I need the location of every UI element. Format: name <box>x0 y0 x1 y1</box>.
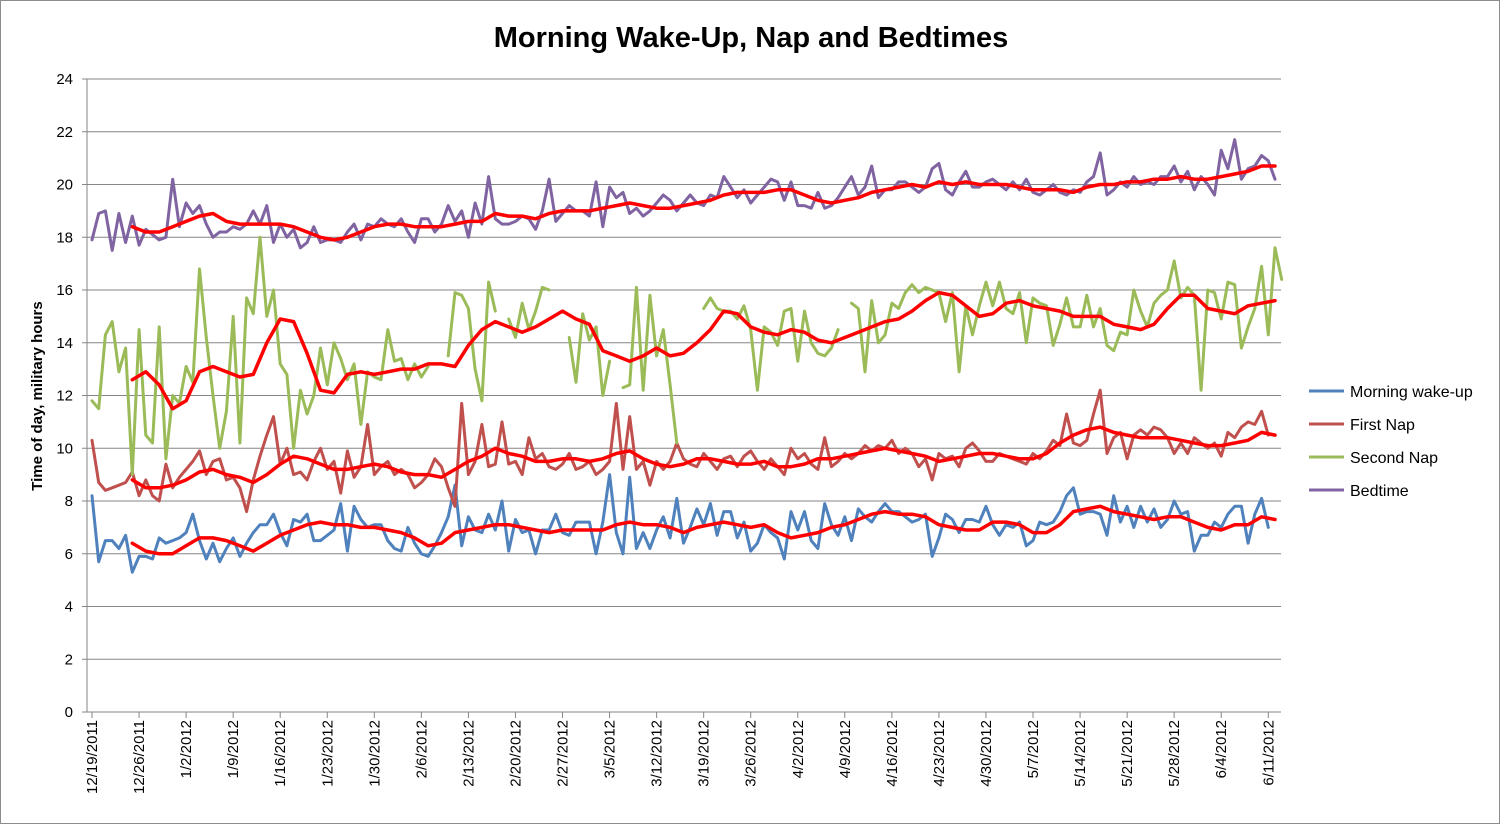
x-tick-label: 1/2/2012 <box>178 720 195 778</box>
x-tick-label: 6/11/2012 <box>1260 720 1277 786</box>
y-tick-label: 20 <box>56 177 73 194</box>
y-tick-label: 8 <box>65 493 73 510</box>
y-tick-label: 10 <box>56 440 73 457</box>
x-tick-label: 3/26/2012 <box>743 720 760 787</box>
x-tick-label: 5/7/2012 <box>1025 720 1042 778</box>
x-tick-label: 3/19/2012 <box>696 720 713 787</box>
x-tick-label: 1/30/2012 <box>366 720 383 787</box>
x-tick-label: 2/20/2012 <box>507 720 524 787</box>
series-line <box>90 235 1284 477</box>
trend-line <box>130 290 1277 411</box>
chart-title: Morning Wake-Up, Nap and Bedtimes <box>494 22 1009 54</box>
trend-line <box>130 504 1277 556</box>
legend-label: Second Nap <box>1350 450 1438 467</box>
x-tick-label: 1/23/2012 <box>319 720 336 787</box>
series-line <box>90 388 1270 514</box>
y-tick-label: 16 <box>56 282 73 299</box>
x-tick-label: 4/9/2012 <box>837 720 854 778</box>
y-tick-label: 18 <box>56 229 73 246</box>
x-tick-label: 12/26/2011 <box>131 720 148 794</box>
trend-lines <box>130 164 1277 556</box>
series-line <box>90 473 1270 574</box>
x-tick-label: 6/4/2012 <box>1213 720 1230 778</box>
x-tick-labels: 12/19/2011 12/26/2011 1/2/2012 1/9/2012 1/16… <box>84 720 1277 794</box>
y-tick-label: 12 <box>56 388 73 405</box>
x-tick-label: 5/14/2012 <box>1072 720 1089 787</box>
trend-line <box>130 425 1277 490</box>
y-tick-label: 14 <box>56 335 73 352</box>
y-tick-label: 4 <box>65 599 73 616</box>
x-tick-label: 5/21/2012 <box>1119 720 1136 787</box>
x-tick-label: 2/13/2012 <box>460 720 477 787</box>
y-tick-label: 0 <box>65 704 73 721</box>
axes <box>82 78 1281 718</box>
x-tick-label: 12/19/2011 <box>84 720 101 794</box>
legend: Morning wake-up First Nap Second Nap Bedtim… <box>1309 384 1473 500</box>
x-tick-label: 4/23/2012 <box>931 720 948 787</box>
y-axis-label: Time of day, military hours <box>29 301 46 491</box>
x-tick-label: 4/16/2012 <box>884 720 901 787</box>
legend-label: Bedtime <box>1350 483 1409 500</box>
legend-label: First Nap <box>1350 417 1415 434</box>
series-line <box>90 138 1277 252</box>
x-tick-label: 4/30/2012 <box>978 720 995 787</box>
x-tick-label: 3/12/2012 <box>649 720 666 787</box>
x-tick-label: 5/28/2012 <box>1166 720 1183 787</box>
y-tick-label: 22 <box>56 124 73 141</box>
x-tick-label: 4/2/2012 <box>790 720 807 778</box>
legend-label: Morning wake-up <box>1350 384 1473 401</box>
x-tick-label: 1/16/2012 <box>272 720 289 787</box>
y-tick-label: 6 <box>65 546 73 563</box>
y-tick-label: 2 <box>65 651 73 668</box>
gridlines <box>87 78 1281 660</box>
x-tick-label: 2/6/2012 <box>413 720 430 778</box>
x-tick-label: 1/9/2012 <box>225 720 242 778</box>
trend-line <box>130 164 1277 242</box>
x-tick-label: 2/27/2012 <box>555 720 572 787</box>
y-tick-label: 24 <box>56 71 73 88</box>
x-tick-label: 3/5/2012 <box>602 720 619 778</box>
